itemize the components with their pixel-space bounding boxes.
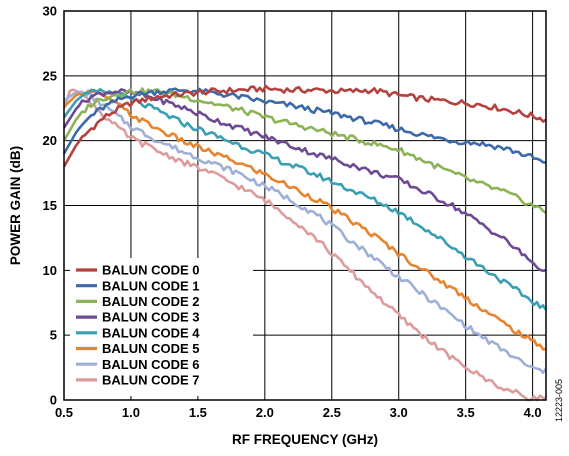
y-axis-title: POWER GAIN (dB) [8,146,23,265]
x-tick-label: 2.0 [256,405,274,420]
x-tick-label: 0.5 [55,405,73,420]
series-line-balun-code-4 [62,88,548,311]
x-tick-label: 1.0 [122,405,140,420]
y-tick-label: 15 [43,198,57,213]
x-tick-label: 3.0 [390,405,408,420]
legend-label: BALUN CODE 5 [102,341,200,356]
series-line-balun-code-6 [63,90,548,375]
legend-label: BALUN CODE 1 [102,278,200,293]
x-tick-label: 3.5 [457,405,475,420]
plot-frame [63,10,547,401]
y-tick-label: 5 [50,328,57,343]
x-tick-label: 2.5 [323,405,341,420]
legend-label: BALUN CODE 4 [102,325,200,340]
legend-label: BALUN CODE 7 [102,373,200,388]
y-tick-label: 20 [43,133,57,148]
legend-label: BALUN CODE 6 [102,357,200,372]
legend-label: BALUN CODE 0 [102,263,200,278]
figure-id: 12223-005 [554,379,564,422]
y-tick-labels: 0 5 10 15 20 25 30 [43,4,57,408]
series-lines [62,84,548,402]
x-tick-labels: 0.5 1.0 1.5 2.0 2.5 3.0 3.5 4.0 [55,405,542,420]
legend-label: BALUN CODE 2 [102,294,200,309]
legend-background [70,258,253,396]
y-tick-label: 10 [43,263,57,278]
series-line-balun-code-1 [62,87,547,164]
series-line-balun-code-5 [63,89,547,351]
y-tick-label: 25 [43,68,57,83]
legend-label: BALUN CODE 3 [102,310,200,325]
x-tick-label: 1.5 [189,405,207,420]
series-line-balun-code-0 [62,84,547,168]
series-line-balun-code-7 [62,88,547,402]
y-tick-label: 0 [50,393,57,408]
grid-lines [64,11,546,400]
series-line-balun-code-2 [62,87,547,214]
x-tick-label: 4.0 [524,405,542,420]
x-axis-title: RF FREQUENCY (GHz) [232,432,378,447]
y-tick-label: 30 [43,4,57,19]
